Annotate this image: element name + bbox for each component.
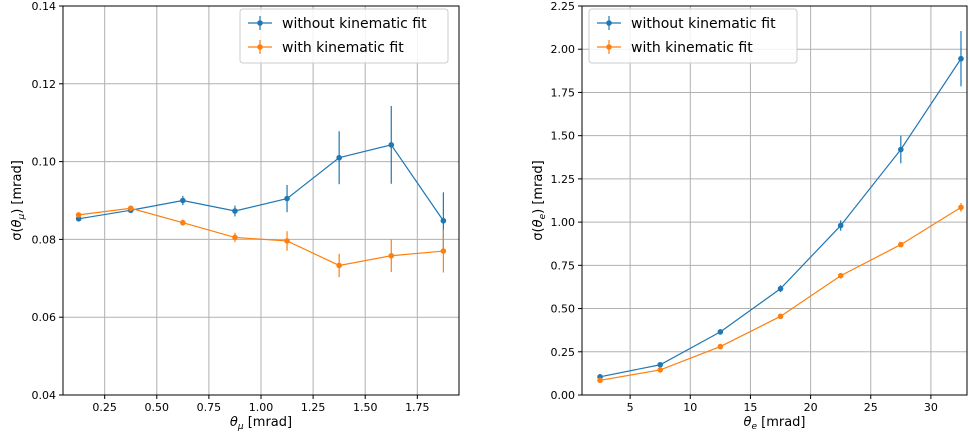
legend-marker bbox=[257, 44, 263, 50]
right-plot: 5 10 15 20 25 30 0.00 0.25 0.50 0.75 1.00 1.25 1.50 1… bbox=[531, 0, 968, 432]
data-point bbox=[75, 212, 82, 218]
data-point bbox=[837, 272, 844, 279]
x-tick-label: 0.25 bbox=[92, 401, 117, 414]
legend: without kinematic fit with kinematic fit bbox=[588, 8, 798, 64]
y-axis-label: σ(θμ) [mrad] bbox=[10, 160, 27, 241]
legend-entry: without kinematic fit bbox=[282, 16, 427, 32]
data-point bbox=[336, 154, 342, 161]
y-tick-label: 1.50 bbox=[551, 130, 576, 143]
y-tick-label: 1.00 bbox=[551, 216, 576, 229]
x-tick-label: 15 bbox=[743, 401, 757, 414]
series-line bbox=[78, 207, 444, 267]
y-tick-label: 0.08 bbox=[32, 233, 57, 246]
data-point bbox=[180, 197, 186, 204]
data-point bbox=[336, 262, 342, 269]
data-point bbox=[898, 146, 904, 153]
y-tick-label: 0.75 bbox=[551, 259, 576, 272]
data-point bbox=[127, 205, 134, 212]
legend-marker bbox=[606, 20, 612, 26]
data-point bbox=[777, 285, 784, 292]
legend: without kinematic fit with kinematic fit bbox=[239, 8, 449, 64]
data-point bbox=[75, 215, 82, 222]
y-tick-label: 0.25 bbox=[551, 346, 576, 359]
series-without-kinematic-fit bbox=[75, 105, 447, 250]
y-tick-label: 0.06 bbox=[32, 311, 57, 324]
data-point bbox=[284, 238, 290, 244]
x-axis-label: θμ [mrad] bbox=[230, 415, 292, 432]
x-axis-label: θe [mrad] bbox=[743, 415, 805, 432]
x-tick-label: 10 bbox=[683, 401, 697, 414]
y-tick-label: 2.25 bbox=[551, 0, 576, 13]
y-tick-label: 2.00 bbox=[551, 43, 576, 56]
y-tick-label: 0.00 bbox=[551, 389, 576, 402]
plot-frame bbox=[581, 5, 968, 396]
series-without-kinematic-fit bbox=[597, 31, 964, 380]
data-point bbox=[232, 234, 238, 241]
data-point bbox=[597, 377, 603, 384]
legend-entry: without kinematic fit bbox=[631, 16, 776, 32]
y-axis-label: σ(θe) [mrad] bbox=[531, 160, 548, 240]
series-line bbox=[78, 144, 444, 222]
x-tick-label: 1.25 bbox=[301, 401, 326, 414]
data-point bbox=[777, 313, 784, 320]
x-tick-label: 1.50 bbox=[353, 401, 378, 414]
legend-marker bbox=[257, 20, 263, 26]
data-point bbox=[837, 222, 844, 229]
data-point bbox=[958, 204, 964, 211]
data-point bbox=[180, 219, 186, 226]
legend-entry: with kinematic fit bbox=[631, 40, 753, 56]
y-tick-label: 0.12 bbox=[32, 78, 57, 91]
legend-box bbox=[588, 8, 798, 64]
x-tick-label: 0.75 bbox=[197, 401, 222, 414]
y-tick-label: 1.25 bbox=[551, 173, 576, 186]
legend-box bbox=[239, 8, 449, 64]
data-point bbox=[388, 142, 395, 148]
data-point bbox=[440, 248, 447, 254]
data-point bbox=[388, 252, 395, 259]
data-point bbox=[232, 208, 238, 214]
data-point bbox=[898, 241, 904, 248]
data-point bbox=[284, 195, 290, 202]
y-tick-label: 0.14 bbox=[32, 0, 57, 13]
x-tick-label: 25 bbox=[864, 401, 878, 414]
legend-entry: with kinematic fit bbox=[282, 40, 404, 56]
data-point bbox=[717, 343, 724, 350]
data-point bbox=[440, 217, 447, 224]
x-tick-label: 30 bbox=[924, 401, 938, 414]
data-point bbox=[657, 367, 664, 373]
y-tick-label: 0.04 bbox=[32, 389, 57, 402]
left-plot: 0.25 0.50 0.75 1.00 1.25 1.50 1.75 0.04 0.06 0.08… bbox=[10, 0, 460, 432]
series-with-kinematic-fit bbox=[597, 203, 964, 384]
x-tick-label: 0.50 bbox=[145, 401, 170, 414]
x-tick-label: 20 bbox=[804, 401, 818, 414]
y-tick-label: 0.50 bbox=[551, 303, 576, 316]
y-tick-label: 1.75 bbox=[551, 86, 576, 99]
x-tick-label: 1.75 bbox=[405, 401, 430, 414]
data-point bbox=[657, 361, 664, 368]
legend-marker bbox=[606, 44, 612, 50]
data-point bbox=[958, 55, 964, 62]
y-tick-label: 0.10 bbox=[32, 156, 57, 169]
x-tick-label: 1.00 bbox=[249, 401, 274, 414]
x-tick-label: 5 bbox=[627, 401, 634, 414]
data-point bbox=[717, 329, 724, 335]
series-with-kinematic-fit bbox=[75, 205, 447, 278]
